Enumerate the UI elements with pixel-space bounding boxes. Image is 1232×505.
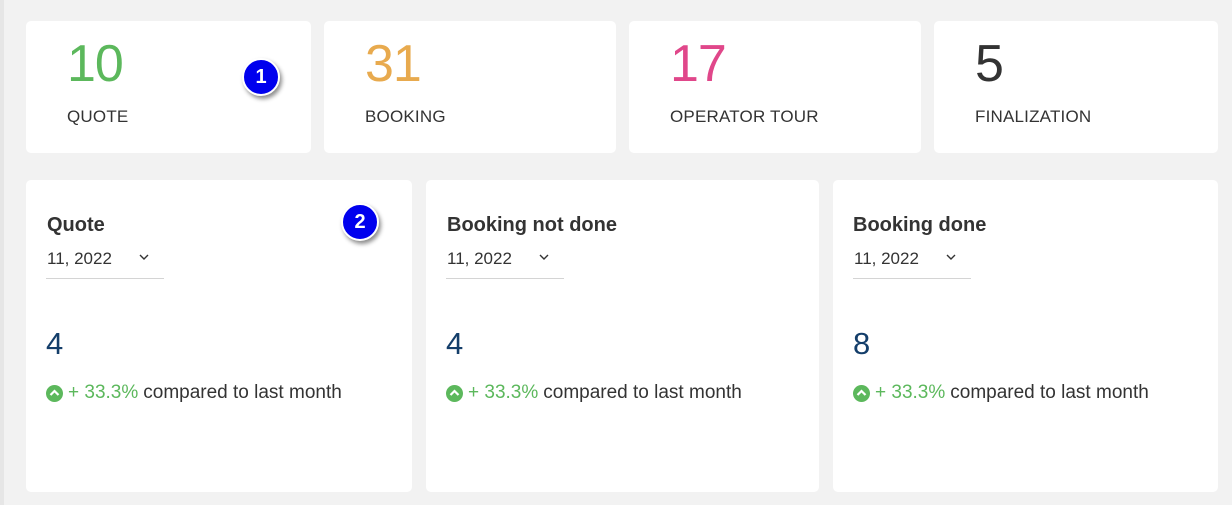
annotation-badge-1: 1 bbox=[242, 58, 280, 96]
period-value: 11, 2022 bbox=[447, 249, 512, 268]
stat-value: 5 bbox=[975, 35, 1004, 93]
metric-change: + 33.3% compared to last month bbox=[446, 382, 742, 404]
stat-label: QUOTE bbox=[67, 107, 129, 126]
metric-change: + 33.3% compared to last month bbox=[46, 382, 342, 404]
metric-title: Booking not done bbox=[447, 214, 617, 236]
stat-card-operator-tour[interactable]: 17 OPERATOR TOUR bbox=[629, 21, 921, 153]
period-select[interactable]: 11, 2022 bbox=[446, 249, 564, 279]
stat-label: FINALIZATION bbox=[975, 107, 1092, 126]
metric-change: + 33.3% compared to last month bbox=[853, 382, 1149, 404]
metric-value: 8 bbox=[853, 326, 871, 361]
change-text: compared to last month bbox=[143, 382, 342, 403]
change-text: compared to last month bbox=[950, 382, 1149, 403]
annotation-badge-2: 2 bbox=[341, 203, 379, 241]
stat-value: 31 bbox=[365, 35, 422, 93]
period-select[interactable]: 11, 2022 bbox=[46, 249, 164, 279]
page-left-border bbox=[0, 0, 4, 505]
metric-value: 4 bbox=[46, 326, 64, 361]
change-percent: + 33.3% bbox=[68, 382, 139, 403]
change-percent: + 33.3% bbox=[875, 382, 946, 403]
metric-card-booking-not-done: Booking not done 11, 2022 4 + 33.3% comp… bbox=[426, 180, 819, 492]
period-value: 11, 2022 bbox=[854, 249, 919, 268]
chevron-down-icon bbox=[539, 254, 549, 260]
metric-title: Booking done bbox=[853, 214, 987, 236]
stat-value: 10 bbox=[67, 35, 124, 93]
stat-label: OPERATOR TOUR bbox=[670, 107, 819, 126]
change-text: compared to last month bbox=[543, 382, 742, 403]
period-value: 11, 2022 bbox=[47, 249, 112, 268]
metric-title: Quote bbox=[47, 214, 105, 236]
arrow-up-circle-icon bbox=[853, 384, 870, 402]
stat-card-booking[interactable]: 31 BOOKING bbox=[324, 21, 616, 153]
chevron-down-icon bbox=[946, 254, 956, 260]
metric-card-booking-done: Booking done 11, 2022 8 + 33.3% compared… bbox=[833, 180, 1218, 492]
change-percent: + 33.3% bbox=[468, 382, 539, 403]
stat-value: 17 bbox=[670, 35, 727, 93]
metric-value: 4 bbox=[446, 326, 464, 361]
stat-label: BOOKING bbox=[365, 107, 446, 126]
chevron-down-icon bbox=[139, 254, 149, 260]
arrow-up-circle-icon bbox=[446, 384, 463, 402]
arrow-up-circle-icon bbox=[46, 384, 63, 402]
period-select[interactable]: 11, 2022 bbox=[853, 249, 971, 279]
stat-card-finalization[interactable]: 5 FINALIZATION bbox=[934, 21, 1218, 153]
